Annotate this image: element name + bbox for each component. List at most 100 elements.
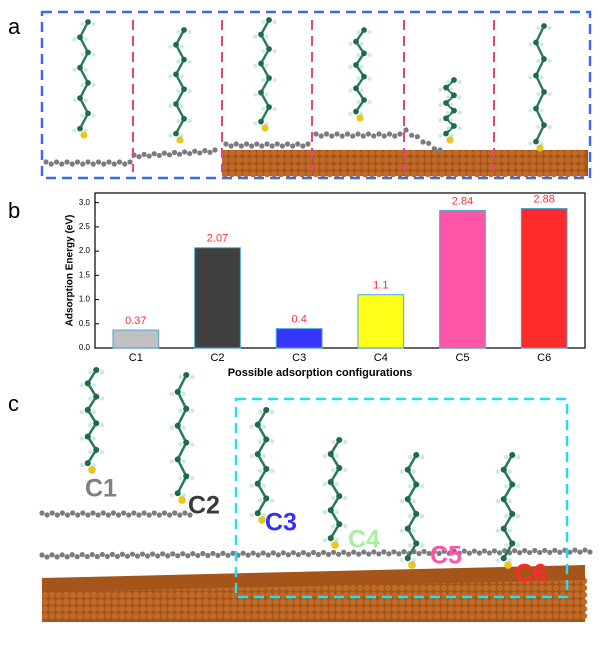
carbon-atom xyxy=(161,510,168,516)
copper-atom xyxy=(242,156,250,164)
carbon-atom xyxy=(361,97,367,103)
carbon-atom xyxy=(129,551,136,557)
hydrogen-atom xyxy=(334,453,339,459)
carbon-atom xyxy=(95,159,102,165)
carbon-atom xyxy=(284,141,291,147)
copper-atom xyxy=(237,605,245,613)
copper-atom xyxy=(501,163,509,171)
copper-atom xyxy=(531,598,539,606)
copper-atom xyxy=(524,612,532,620)
copper-atom xyxy=(580,605,588,613)
carbon-atom xyxy=(150,551,156,557)
copper-atom xyxy=(361,156,369,164)
copper-atom xyxy=(510,584,518,592)
carbon-atom xyxy=(109,551,115,557)
y-tick-label: 2.0 xyxy=(79,246,91,255)
copper-atom xyxy=(160,598,168,606)
copper-atom xyxy=(300,598,308,606)
hydrogen-atom xyxy=(179,44,184,49)
carbon-atom xyxy=(183,405,190,412)
copper-atom xyxy=(382,149,390,157)
hydrogen-atom xyxy=(504,454,509,460)
copper-atom xyxy=(174,605,182,613)
carbon-atom xyxy=(126,512,132,518)
carbon-atom xyxy=(127,159,133,165)
copper-atom xyxy=(363,598,371,606)
panel-label: c xyxy=(8,391,19,416)
carbon-atom xyxy=(69,552,75,558)
copper-atom xyxy=(265,612,273,620)
carbon-atom xyxy=(336,436,343,444)
copper-atom xyxy=(41,612,49,620)
carbon-atom xyxy=(500,555,507,562)
copper-atom xyxy=(389,170,397,178)
hydrogen-atom xyxy=(249,454,255,459)
hydrogen-atom xyxy=(169,459,175,464)
copper-atom xyxy=(382,163,390,171)
copper-atom xyxy=(438,156,446,164)
copper-atom xyxy=(48,591,56,599)
hydrogen-atom xyxy=(348,111,353,116)
hydrogen-atom xyxy=(179,103,184,109)
copper-atom xyxy=(279,605,287,613)
hydrogen-atom xyxy=(331,495,336,501)
hydrogen-atom xyxy=(79,436,85,441)
carbon-atom xyxy=(392,133,398,139)
copper-atom xyxy=(536,163,544,171)
copper-atom xyxy=(279,612,287,620)
copper-atom xyxy=(242,149,250,157)
hydrogen-atom xyxy=(367,53,372,58)
sulfur-atom xyxy=(504,561,512,569)
carbon-atom xyxy=(207,149,213,155)
hydrogen-atom xyxy=(419,454,425,460)
copper-atom xyxy=(578,156,586,164)
copper-atom xyxy=(447,612,455,620)
carbon-atom xyxy=(93,420,100,427)
hydrogen-atom xyxy=(88,396,93,401)
carbon-atom xyxy=(175,553,181,559)
carbon-atom xyxy=(381,133,387,139)
copper-atom xyxy=(349,584,357,592)
carbon-atom xyxy=(64,159,70,165)
carbon-atom xyxy=(266,75,272,81)
carbon-atom xyxy=(255,552,261,558)
copper-atom xyxy=(424,149,432,157)
carbon-atom xyxy=(174,490,181,497)
carbon-atom xyxy=(527,549,533,556)
copper-atom xyxy=(538,612,546,620)
copper-atom xyxy=(256,170,264,178)
copper-atom xyxy=(174,612,182,620)
copper-atom xyxy=(396,149,404,157)
copper-atom xyxy=(342,605,350,613)
carbon-atom xyxy=(315,551,322,558)
hydrogen-atom xyxy=(269,409,275,415)
hydrogen-atom xyxy=(408,543,413,548)
carbon-atom xyxy=(220,550,226,556)
copper-atom xyxy=(384,598,392,606)
copper-atom xyxy=(83,598,91,606)
carbon-atom xyxy=(366,551,372,557)
sulfur-atom xyxy=(178,496,186,504)
carbon-atom xyxy=(250,550,256,556)
carbon-atom xyxy=(43,159,49,165)
carbon-atom xyxy=(181,86,187,93)
copper-atom xyxy=(69,591,77,599)
copper-atom xyxy=(270,163,278,171)
hydrogen-atom xyxy=(79,409,85,415)
copper-atom xyxy=(454,584,462,592)
carbon-atom xyxy=(85,110,91,117)
copper-atom xyxy=(545,598,553,606)
carbon-atom xyxy=(263,436,270,443)
copper-atom xyxy=(566,591,574,599)
copper-atom xyxy=(501,170,509,178)
carbon-atom xyxy=(254,451,261,458)
copper-atom xyxy=(118,612,126,620)
carbon-atom xyxy=(587,549,593,555)
carbon-atom xyxy=(161,150,167,156)
hydrogen-atom xyxy=(515,484,521,489)
hydrogen-atom xyxy=(547,58,552,64)
carbon-atom xyxy=(443,130,449,137)
carbon-atom xyxy=(54,554,60,560)
copper-atom xyxy=(440,612,448,620)
hydrogen-atom xyxy=(189,442,195,447)
